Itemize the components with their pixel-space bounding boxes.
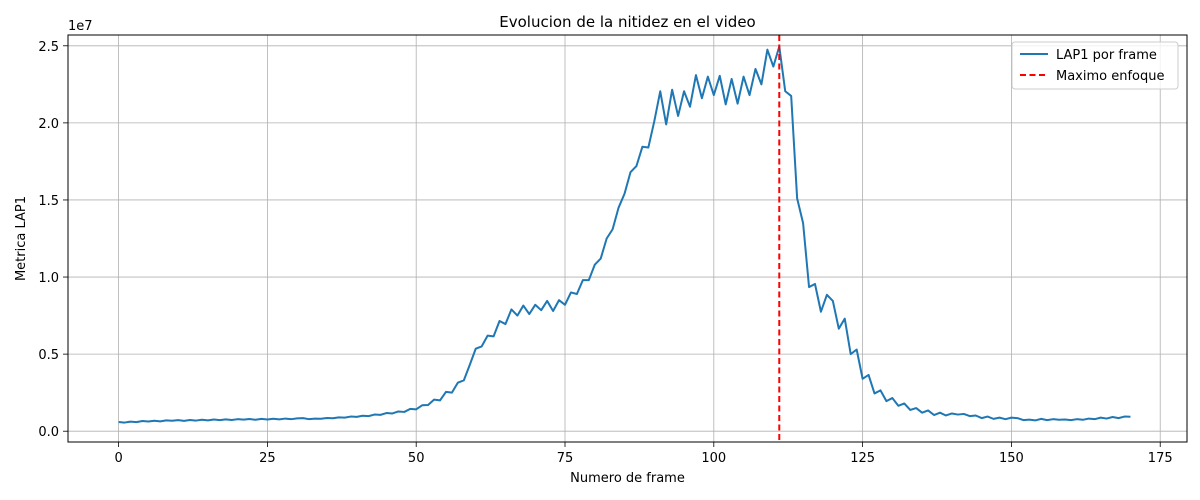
x-tick-label: 25: [259, 451, 276, 466]
y-tick-label: 1.0: [38, 271, 59, 286]
y-tick-label: 2.0: [38, 117, 59, 132]
x-tick-label: 125: [850, 451, 875, 466]
chart-title: Evolucion de la nitidez en el video: [499, 13, 755, 31]
series-line-lap1: [118, 45, 1131, 424]
legend: LAP1 por frame Maximo enfoque: [1011, 41, 1179, 90]
y-tick-label: 2.5: [38, 40, 59, 55]
legend-label-lap1: LAP1 por frame: [1056, 48, 1157, 63]
x-tick-label: 100: [701, 451, 726, 466]
y-tick-label: 0.5: [38, 348, 59, 363]
plot-frame: [67, 34, 1188, 443]
axis-ticks: 0 25 50 75 100 125 150 175 0.0 0.5 1.0 1.5 2.0 2.5: [38, 40, 1172, 466]
y-tick-label: 0.0: [38, 425, 59, 440]
x-tick-label: 150: [999, 451, 1024, 466]
x-tick-label: 50: [408, 451, 425, 466]
y-axis-label: Metrica LAP1: [14, 196, 29, 281]
x-tick-label: 0: [114, 451, 122, 466]
legend-label-max-focus: Maximo enfoque: [1056, 69, 1165, 84]
legend-box: [1011, 41, 1179, 90]
x-axis-label: Numero de frame: [570, 471, 685, 486]
x-tick-label: 175: [1148, 451, 1173, 466]
y-axis-offset-label: 1e7: [68, 19, 93, 34]
grid: [68, 35, 1187, 442]
series-layer: [118, 45, 1131, 424]
x-tick-label: 75: [557, 451, 574, 466]
y-tick-label: 1.5: [38, 194, 59, 209]
